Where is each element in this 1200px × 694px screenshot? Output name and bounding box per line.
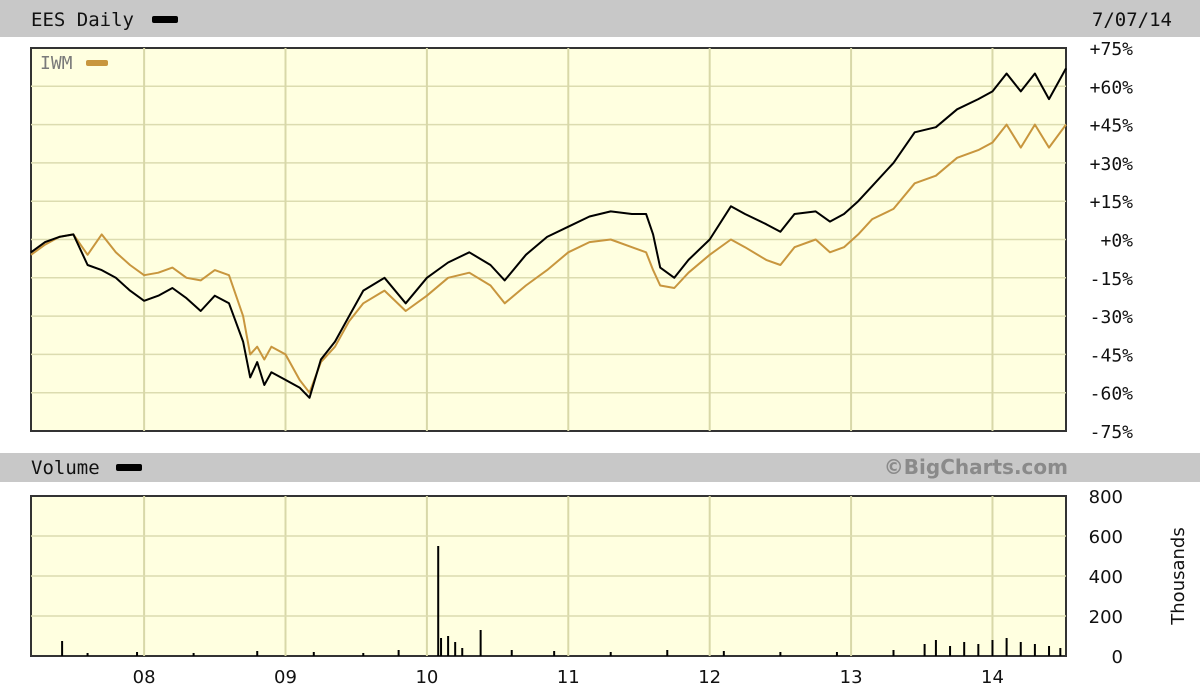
iwm-price-line	[30, 123, 1067, 394]
price-y-tick: -75%	[1090, 422, 1134, 443]
volume-header-bar	[0, 453, 1200, 482]
price-y-tick: +60%	[1090, 77, 1134, 98]
price-grid	[31, 48, 1066, 431]
symbol-label: EES Daily	[31, 9, 134, 31]
price-y-tick: +30%	[1090, 154, 1134, 175]
price-y-tick: -45%	[1090, 345, 1134, 366]
compare-legend-label: IWM	[40, 53, 73, 74]
price-y-tick: +15%	[1090, 192, 1134, 213]
x-tick: 10	[415, 667, 438, 688]
ees-price-line	[30, 67, 1067, 399]
price-y-axis: +75% +60% +45% +30% +15% +0% -15% -30% -45% -60% -…	[1090, 39, 1134, 443]
price-y-tick: -60%	[1090, 384, 1134, 405]
volume-bars	[61, 546, 1062, 656]
x-tick: 12	[698, 667, 721, 688]
price-y-tick: +45%	[1090, 116, 1134, 137]
symbol-legend-swatch	[152, 16, 178, 23]
volume-y-tick: 600	[1089, 527, 1123, 548]
chart-date: 7/07/14	[1092, 9, 1172, 31]
volume-grid	[31, 496, 1066, 656]
price-y-tick: -30%	[1090, 307, 1134, 328]
volume-axis-title: Thousands	[1168, 527, 1189, 625]
watermark: ©BigCharts.com	[884, 455, 1068, 479]
price-panel: +75% +60% +45% +30% +15% +0% -15% -30% -45% -60% -…	[30, 39, 1134, 443]
x-tick: 14	[981, 667, 1004, 688]
volume-legend-swatch	[116, 464, 142, 471]
volume-y-axis: 800 600 400 200 0	[1089, 487, 1123, 668]
price-y-tick: -15%	[1090, 269, 1134, 290]
price-y-tick: +0%	[1100, 231, 1133, 252]
volume-y-tick: 800	[1089, 487, 1123, 508]
x-tick: 11	[557, 667, 580, 688]
price-lines	[30, 67, 1067, 399]
x-tick: 08	[133, 667, 156, 688]
x-tick: 09	[274, 667, 297, 688]
price-header-bar	[0, 0, 1200, 37]
volume-y-tick: 0	[1112, 647, 1123, 668]
volume-label: Volume	[31, 457, 100, 479]
compare-legend-swatch	[86, 60, 108, 66]
volume-panel: 800 600 400 200 0 Thousands	[30, 487, 1189, 668]
x-tick: 13	[840, 667, 863, 688]
price-y-tick: +75%	[1090, 39, 1134, 60]
volume-y-tick: 200	[1089, 607, 1123, 628]
volume-y-tick: 400	[1089, 567, 1123, 588]
x-axis: 08 09 10 11 12 13 14	[133, 667, 1004, 688]
